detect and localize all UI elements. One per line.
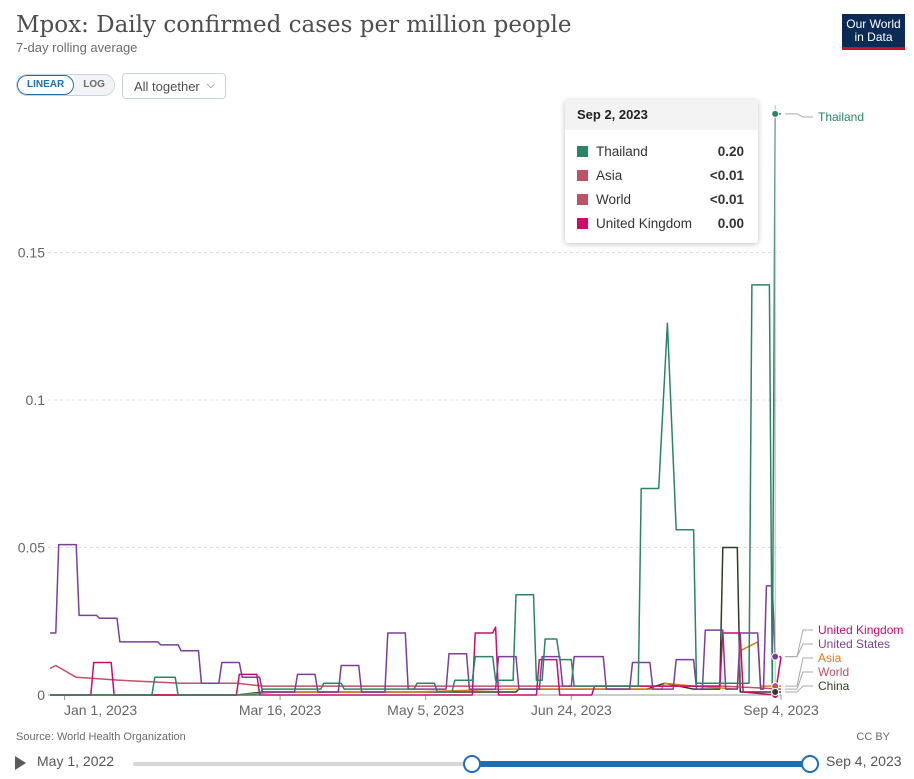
- chevron-down-icon: ⌵: [206, 79, 215, 91]
- hover-marker: [771, 688, 780, 697]
- tooltip-series-name: United Kingdom: [596, 215, 693, 231]
- end-label: China: [818, 679, 850, 693]
- x-tick-label: May 5, 2023: [387, 702, 464, 718]
- facet-dropdown-label: All together: [134, 78, 200, 94]
- timeline-end-handle[interactable]: [801, 755, 819, 773]
- end-label: United States: [818, 637, 890, 651]
- license-link[interactable]: CC BY: [856, 731, 890, 743]
- end-label-leader: [785, 685, 813, 693]
- legend-swatch: [577, 145, 588, 157]
- tooltip-date: Sep 2, 2023: [565, 100, 758, 130]
- scale-toggle[interactable]: LINEAR LOG: [16, 74, 115, 96]
- tooltip-row: Thailand 0.20: [577, 141, 744, 161]
- y-tick-label: 0.1: [26, 392, 46, 408]
- y-tick-label: 0: [37, 687, 45, 703]
- end-label-leader: [785, 657, 813, 687]
- chart-subtitle: 7-day rolling average: [16, 40, 138, 55]
- tooltip-series-name: Asia: [596, 167, 623, 183]
- tooltip-series-value: <0.01: [709, 191, 744, 207]
- chart-title: Mpox: Daily confirmed cases per million …: [16, 12, 572, 38]
- legend-swatch: [577, 193, 588, 205]
- hover-marker: [771, 652, 780, 661]
- tooltip-row: World <0.01: [577, 189, 744, 209]
- series-line-thailand: [50, 113, 781, 696]
- tooltip-series-value: 0.20: [717, 143, 744, 159]
- end-label: United Kingdom: [818, 623, 903, 637]
- x-tick-label: Jun 24, 2023: [531, 702, 612, 718]
- play-icon[interactable]: [15, 756, 26, 770]
- end-label: Thailand: [818, 110, 864, 124]
- end-label-leader: [785, 643, 813, 658]
- end-label: World: [818, 665, 849, 679]
- tooltip-row: Asia <0.01: [577, 165, 744, 185]
- legend-swatch: [577, 217, 588, 229]
- timeline-start-handle[interactable]: [462, 755, 481, 773]
- owid-logo[interactable]: Our World in Data: [842, 14, 905, 50]
- source-note: Source: World Health Organization: [16, 731, 186, 743]
- hover-tooltip: Sep 2, 2023 Thailand 0.20 Asia <0.01 World <0…: [565, 100, 758, 243]
- series-line-china: [50, 546, 781, 696]
- tooltip-series-name: World: [596, 191, 632, 207]
- end-label-leader: [785, 113, 813, 118]
- end-label-leader: [785, 671, 813, 690]
- x-tick-label: Mar 16, 2023: [239, 702, 322, 718]
- log-scale-button[interactable]: LOG: [74, 75, 114, 95]
- linear-scale-button[interactable]: LINEAR: [17, 75, 75, 95]
- hover-marker: [771, 109, 780, 118]
- tooltip-row: United Kingdom 0.00: [577, 213, 744, 233]
- tooltip-series-value: 0.00: [717, 215, 744, 231]
- end-label: Asia: [818, 651, 842, 665]
- x-tick-label: Sep 4, 2023: [743, 702, 819, 718]
- timeline-selected-range: [470, 761, 811, 767]
- y-tick-label: 0.15: [18, 245, 45, 261]
- tooltip-series-value: <0.01: [709, 167, 744, 183]
- timeline-end-label: Sep 4, 2023: [826, 753, 902, 769]
- x-tick-label: Jan 1, 2023: [64, 702, 137, 718]
- tooltip-series-name: Thailand: [596, 143, 648, 159]
- timeline-start-label: May 1, 2022: [37, 753, 115, 769]
- y-tick-label: 0.05: [18, 540, 45, 556]
- legend-swatch: [577, 169, 588, 181]
- logo-line-1: Our World: [846, 17, 901, 31]
- series-line-united-states: [50, 543, 781, 693]
- facet-dropdown[interactable]: All together ⌵: [122, 73, 226, 99]
- logo-line-2: in Data: [854, 30, 893, 44]
